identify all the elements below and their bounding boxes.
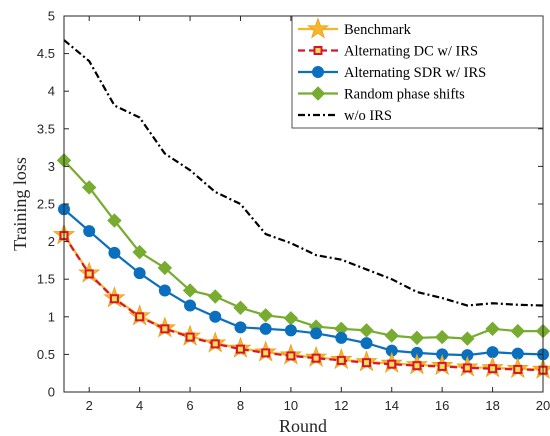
data-point (184, 299, 197, 312)
y-tick-label: 1 (48, 309, 55, 324)
data-point (158, 284, 171, 297)
data-point (409, 330, 425, 346)
data-point (359, 323, 374, 338)
legend-label: Random phase shifts (344, 87, 465, 103)
data-point (387, 359, 397, 369)
data-point (286, 351, 296, 361)
data-point (486, 346, 499, 359)
legend-label: Alternating SDR w/ IRS (344, 65, 486, 81)
data-point (182, 283, 198, 298)
data-point (284, 324, 297, 337)
series-alternating-sdr-w-irs (58, 203, 549, 362)
data-point (310, 327, 323, 340)
legend-label: w/o IRS (344, 108, 392, 124)
legend-label: Benchmark (344, 22, 412, 38)
x-tick-label: 10 (284, 398, 298, 413)
y-tick-label: 5 (48, 9, 55, 24)
data-point (513, 364, 523, 374)
x-tick-label: 14 (385, 398, 399, 413)
axes-layer: 2 4 6 8 10 12 14 16 18 20 0 0.5 1 1.5 2 2.5 3 3.5 4 4.5 5 (37, 9, 550, 414)
legend-label: Alternating DC w/ IRS (344, 44, 478, 60)
data-point (234, 321, 247, 334)
x-tick-label: 20 (536, 398, 550, 413)
legend-swatch-marker (306, 17, 330, 39)
series-layer (52, 39, 550, 379)
series-line (63, 39, 544, 307)
y-tick-label: 0 (48, 385, 55, 400)
y-tick-label: 4 (48, 84, 55, 99)
legend-item: Alternating DC w/ IRS (298, 44, 478, 60)
data-point (208, 289, 223, 304)
legend-swatch-marker (313, 46, 323, 55)
series-random-phase-shifts (56, 153, 550, 346)
data-point (235, 344, 245, 354)
legend-swatch-marker (312, 66, 324, 78)
data-point (485, 321, 500, 337)
legend: Benchmark Alternating DC w/ IRS Alternatin… (291, 15, 544, 129)
legend-item: Benchmark (298, 17, 412, 39)
data-point (108, 246, 121, 259)
y-tick-label: 3 (48, 159, 55, 174)
y-tick-label: 2 (48, 234, 55, 249)
data-point (261, 348, 271, 358)
legend-items: Benchmark Alternating DC w/ IRS Alternatin… (298, 17, 486, 124)
x-tick-label: 12 (334, 398, 348, 413)
x-tick-label: 2 (86, 398, 93, 413)
data-point (233, 300, 248, 315)
data-point (82, 180, 97, 195)
x-tick-label: 16 (435, 398, 449, 413)
data-point (335, 331, 348, 344)
x-tick-label: 8 (237, 398, 244, 413)
data-point (412, 361, 422, 371)
data-point (258, 308, 273, 323)
legend-item: w/o IRS (298, 108, 392, 124)
data-point (135, 312, 145, 322)
data-point (259, 322, 272, 335)
data-point (434, 329, 450, 345)
y-tick-label: 3.5 (37, 121, 55, 136)
data-point (460, 331, 475, 346)
series-w-o-irs (63, 39, 544, 307)
data-point (488, 364, 498, 374)
y-tick-label: 4.5 (37, 46, 55, 61)
data-point (209, 310, 222, 323)
data-point (210, 339, 220, 349)
data-point (362, 358, 372, 368)
x-tick-label: 4 (136, 398, 143, 413)
data-point (510, 323, 525, 339)
data-point (109, 294, 119, 304)
legend-item: Random phase shifts (298, 86, 465, 103)
data-point (84, 269, 94, 279)
data-point (160, 324, 170, 334)
legend-swatch-marker (310, 86, 326, 101)
y-tick-label: 1.5 (37, 272, 55, 287)
data-point (133, 267, 146, 280)
x-tick-label: 6 (186, 398, 193, 413)
data-point (157, 260, 173, 276)
data-point (437, 361, 447, 371)
data-point (384, 328, 399, 343)
y-tick-label: 2.5 (37, 197, 55, 212)
data-point (185, 332, 195, 342)
data-point (83, 225, 96, 238)
data-point (360, 337, 373, 350)
data-point (311, 353, 321, 363)
data-point (132, 244, 147, 260)
x-axis-title: Round (279, 416, 327, 436)
x-tick-label: 18 (485, 398, 499, 413)
data-point (107, 213, 122, 228)
y-axis-title: Training loss (10, 157, 30, 251)
legend-item: Alternating SDR w/ IRS (298, 65, 486, 81)
y-tick-label: 0.5 (37, 347, 55, 362)
data-point (462, 363, 472, 373)
data-point (336, 355, 346, 365)
